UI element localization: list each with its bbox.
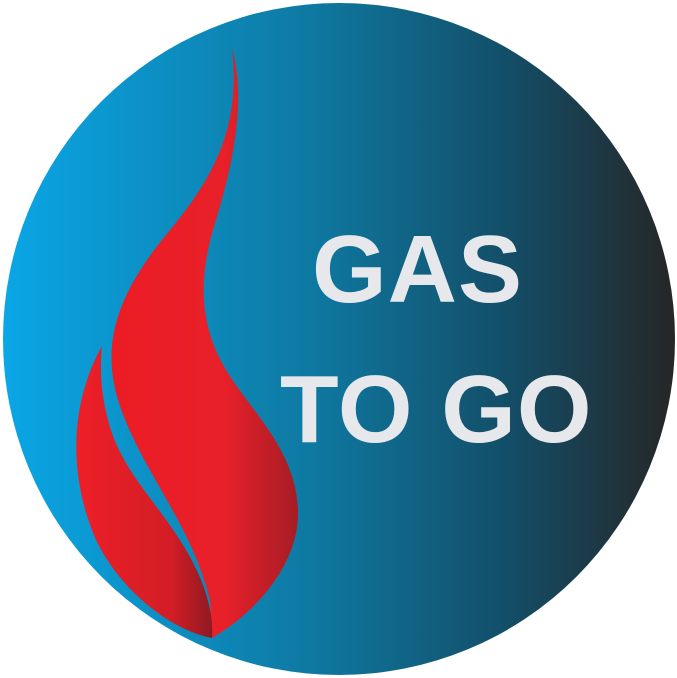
flame-icon xyxy=(76,48,299,638)
logo-title-line-1: GAS xyxy=(312,216,524,323)
background-circle xyxy=(3,3,675,675)
logo-title-line-2: TO GO xyxy=(280,356,593,463)
